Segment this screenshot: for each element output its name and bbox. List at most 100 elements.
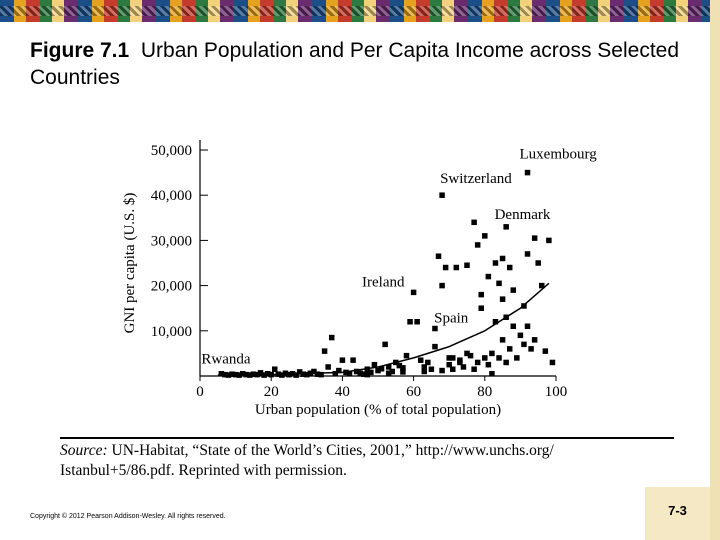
data-point xyxy=(464,262,470,269)
data-point xyxy=(264,370,271,377)
data-point xyxy=(442,264,449,271)
data-point xyxy=(499,255,506,262)
data-point xyxy=(514,355,520,361)
data-point xyxy=(385,370,392,377)
source-label: Source: xyxy=(60,442,108,459)
slide-number: 7-3 xyxy=(668,503,687,518)
data-point xyxy=(389,368,395,375)
data-point xyxy=(453,264,460,271)
data-point xyxy=(325,364,331,370)
annotation-label: Luxembourg xyxy=(520,147,598,163)
data-point xyxy=(421,368,428,375)
data-point xyxy=(496,355,502,361)
decorative-pattern-banner xyxy=(0,0,720,22)
data-point xyxy=(304,371,310,378)
annotation-label: Switzerland xyxy=(440,171,512,187)
data-point xyxy=(446,361,452,368)
data-point xyxy=(492,319,499,325)
data-point xyxy=(311,368,317,375)
data-point xyxy=(428,366,435,372)
data-point xyxy=(293,372,299,378)
chart-ticks: 0 20 40 60 80 100 10,000 20,000 30,000 40,000 50,0… xyxy=(151,143,568,400)
scatter-chart: 0 20 40 60 80 100 10,000 20,000 30,000 40,000 50,0… xyxy=(122,140,597,418)
data-point xyxy=(314,371,321,377)
data-point xyxy=(239,370,246,377)
data-point xyxy=(336,367,342,374)
chart-panel: 0 20 40 60 80 100 10,000 20,000 30,000 40,000 50,0… xyxy=(56,128,682,486)
x-tick-label: 100 xyxy=(545,384,568,400)
annotation-label: Spain xyxy=(434,311,469,327)
figure-title-text: Urban Population and Per Capita Income a… xyxy=(30,39,680,89)
source-divider xyxy=(60,437,674,439)
data-point xyxy=(478,291,484,298)
data-point xyxy=(546,237,552,244)
data-point xyxy=(350,357,356,363)
source-note: Source: UN-Habitat, “State of the World’… xyxy=(60,441,680,481)
data-point xyxy=(257,370,264,376)
data-point xyxy=(400,369,406,375)
data-point xyxy=(339,357,346,363)
data-point xyxy=(321,348,328,354)
data-point xyxy=(524,251,531,257)
data-point xyxy=(460,364,467,370)
annotation-label: Denmark xyxy=(495,207,551,223)
data-point xyxy=(414,319,420,325)
data-point xyxy=(375,367,381,374)
data-point xyxy=(471,219,477,226)
data-point xyxy=(382,341,388,348)
data-point xyxy=(474,242,481,248)
data-point xyxy=(371,361,378,368)
data-point xyxy=(425,359,431,366)
data-point xyxy=(410,289,417,296)
annotation-label: Rwanda xyxy=(201,352,250,368)
x-axis-label: Urban population (% of total population) xyxy=(255,402,501,418)
x-tick-label: 80 xyxy=(477,384,492,400)
data-point xyxy=(496,280,502,287)
data-point xyxy=(492,260,499,266)
data-point xyxy=(524,323,531,330)
data-point xyxy=(482,233,488,239)
data-point xyxy=(531,337,538,343)
data-point xyxy=(471,366,477,372)
data-point xyxy=(421,364,428,370)
data-point xyxy=(446,355,452,361)
data-point xyxy=(318,371,324,378)
data-point xyxy=(417,357,424,363)
data-point xyxy=(432,343,438,350)
data-point xyxy=(353,368,360,375)
data-point xyxy=(506,346,513,352)
y-tick-label: 40,000 xyxy=(151,188,192,204)
data-point xyxy=(539,282,545,289)
y-axis-label: GNI per capita (U.S. $) xyxy=(122,193,138,334)
data-point xyxy=(489,370,495,377)
data-point xyxy=(435,253,442,259)
data-point xyxy=(503,359,509,366)
slide-title: Figure 7.1 Urban Population and Per Capi… xyxy=(30,37,690,91)
data-point xyxy=(403,352,410,359)
data-point xyxy=(400,365,406,371)
data-point xyxy=(346,370,353,377)
data-point xyxy=(542,348,549,354)
data-point xyxy=(450,355,456,361)
data-point xyxy=(279,372,285,378)
data-point xyxy=(332,370,339,377)
data-point xyxy=(517,332,524,339)
chart-annotations: Luxembourg Switzerland Denmark Ireland Spain… xyxy=(201,147,597,368)
data-point xyxy=(524,169,531,176)
data-point xyxy=(361,371,367,377)
data-point xyxy=(296,369,303,375)
y-tick-label: 20,000 xyxy=(151,279,192,295)
data-point xyxy=(439,282,445,289)
data-point xyxy=(485,273,492,280)
slide-number-box: 7-3 xyxy=(645,487,710,540)
x-tick-label: 40 xyxy=(335,384,350,400)
data-point xyxy=(407,319,413,325)
source-line-2: Istanbul+5/86.pdf. Reprinted with permis… xyxy=(60,462,347,479)
data-point xyxy=(272,366,278,372)
x-tick-label: 60 xyxy=(406,384,421,400)
data-point xyxy=(439,367,445,374)
data-point xyxy=(450,366,456,372)
data-point xyxy=(549,359,556,366)
data-point xyxy=(482,355,488,361)
x-tick-label: 0 xyxy=(196,384,204,400)
